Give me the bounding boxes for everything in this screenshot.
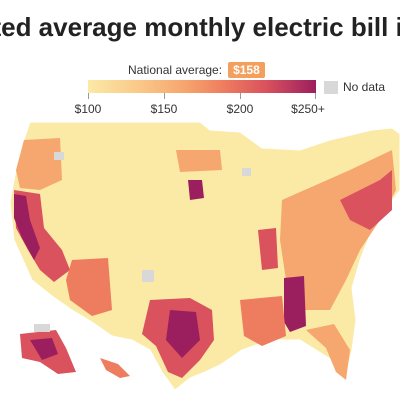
region-texas-dark	[166, 310, 200, 358]
legend-tick-label-100: $100	[74, 102, 102, 116]
region-alabama	[284, 276, 306, 332]
legend-tick	[164, 93, 165, 99]
region-arizona	[66, 258, 112, 316]
region-alaska-dark	[30, 338, 58, 360]
legend-tick	[240, 93, 241, 99]
alaska-no-data	[34, 324, 50, 332]
legend-gradient-bar	[88, 80, 316, 93]
no-data-patch	[242, 168, 251, 176]
legend-tick	[315, 93, 316, 99]
region-southeast	[240, 296, 286, 346]
map-title: ated average monthly electric bill in	[0, 12, 400, 43]
national-average-label: National average:	[128, 63, 223, 77]
region-north-dakota-hotspot	[188, 180, 204, 200]
national-average-value: $158	[228, 62, 265, 78]
no-data-patch	[142, 270, 154, 282]
region-hawaii	[100, 358, 130, 378]
legend-tick-label-200: $200	[226, 102, 254, 116]
map-title-text: ated average monthly electric bill in	[0, 12, 400, 42]
region-florida	[306, 324, 350, 380]
region-illinois	[258, 228, 278, 270]
region-northeast-red	[340, 170, 392, 230]
region-plains-orange	[176, 150, 222, 172]
legend-tick-label-150: $150	[150, 102, 178, 116]
legend-no-data: No data	[324, 80, 385, 94]
legend-tick-label-250: $250+	[291, 102, 325, 116]
no-data-patch	[54, 152, 64, 160]
region-west-coast	[16, 138, 62, 190]
us-county-map	[9, 121, 400, 391]
no-data-swatch	[324, 80, 338, 94]
national-average: National average: $158	[128, 62, 265, 78]
color-legend: $100 $150 $200 $250+	[75, 80, 325, 116]
region-california-coast	[14, 194, 40, 260]
legend-tick	[88, 93, 89, 99]
no-data-label: No data	[343, 80, 386, 94]
